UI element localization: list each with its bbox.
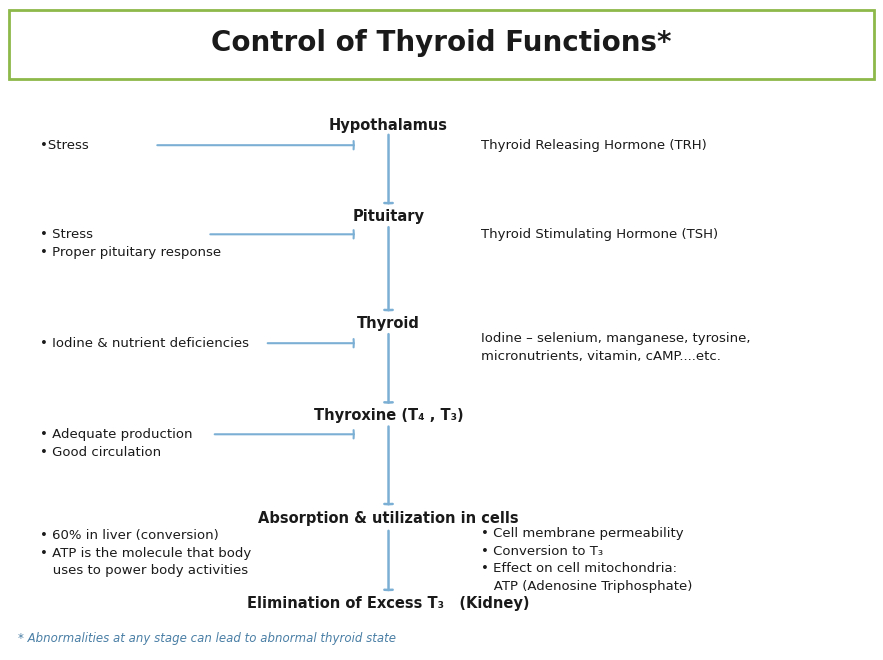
Text: Elimination of Excess T₃   (Kidney): Elimination of Excess T₃ (Kidney) <box>247 597 530 611</box>
Text: Thyroid Releasing Hormone (TRH): Thyroid Releasing Hormone (TRH) <box>481 139 707 152</box>
Text: • 60% in liver (conversion): • 60% in liver (conversion) <box>40 529 218 543</box>
Text: • ATP is the molecule that body: • ATP is the molecule that body <box>40 547 251 560</box>
Text: • Effect on cell mitochondria:: • Effect on cell mitochondria: <box>481 562 677 576</box>
Text: Hypothalamus: Hypothalamus <box>329 118 448 133</box>
Text: Thyroxine (T₄ , T₃): Thyroxine (T₄ , T₃) <box>313 409 464 423</box>
Text: • Good circulation: • Good circulation <box>40 446 161 459</box>
Text: Iodine – selenium, manganese, tyrosine,: Iodine – selenium, manganese, tyrosine, <box>481 332 751 345</box>
Text: Pituitary: Pituitary <box>352 209 425 224</box>
Text: • Iodine & nutrient deficiencies: • Iodine & nutrient deficiencies <box>40 337 249 350</box>
Text: • Stress: • Stress <box>40 228 93 241</box>
Text: • Proper pituitary response: • Proper pituitary response <box>40 246 221 259</box>
Text: Control of Thyroid Functions*: Control of Thyroid Functions* <box>211 29 672 57</box>
Text: •Stress: •Stress <box>40 139 88 152</box>
Text: • Conversion to T₃: • Conversion to T₃ <box>481 544 603 558</box>
Text: micronutrients, vitamin, cAMP....etc.: micronutrients, vitamin, cAMP....etc. <box>481 350 721 363</box>
Text: ATP (Adenosine Triphosphate): ATP (Adenosine Triphosphate) <box>481 580 692 593</box>
Text: * Abnormalities at any stage can lead to abnormal thyroid state: * Abnormalities at any stage can lead to… <box>18 632 396 645</box>
Text: Absorption & utilization in cells: Absorption & utilization in cells <box>258 511 519 525</box>
Text: uses to power body activities: uses to power body activities <box>40 564 248 578</box>
Text: • Adequate production: • Adequate production <box>40 428 192 441</box>
Text: Thyroid Stimulating Hormone (TSH): Thyroid Stimulating Hormone (TSH) <box>481 228 719 241</box>
Text: • Cell membrane permeability: • Cell membrane permeability <box>481 527 683 540</box>
Text: Thyroid: Thyroid <box>357 316 420 331</box>
